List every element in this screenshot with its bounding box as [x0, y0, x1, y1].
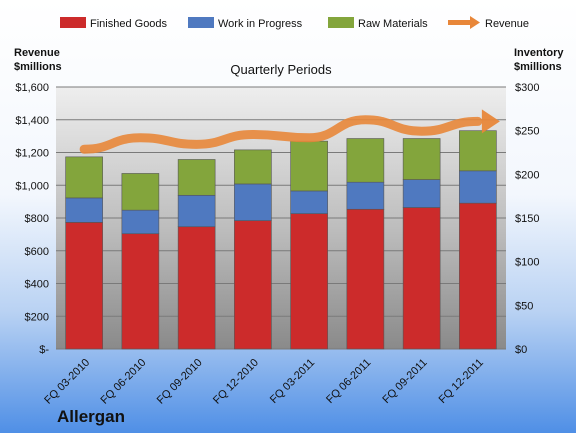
bar-work-in-progress — [234, 183, 272, 221]
right-axis-title-line2: $millions — [514, 61, 562, 73]
bar-finished-goods — [234, 220, 272, 350]
bar-finished-goods — [65, 222, 103, 350]
revenue-line-series — [79, 109, 500, 154]
legend-item-work-in-progress: Work in Progress — [188, 17, 303, 30]
x-tick-label: FQ 06-2011 — [324, 357, 373, 406]
legend-swatch-revenue-arrow — [448, 16, 480, 29]
left-tick-label: $200 — [25, 311, 49, 323]
x-tick-label: FQ 12-2010 — [211, 357, 261, 407]
right-tick-label: $0 — [515, 344, 527, 356]
bar-work-in-progress — [402, 179, 441, 208]
right-tick-label: $50 — [515, 300, 533, 312]
chart-title: Quarterly Periods — [230, 62, 332, 77]
x-tick-label: FQ 12-2011 — [437, 357, 486, 406]
right-tick-label: $200 — [515, 169, 539, 181]
legend-item-finished-goods: Finished Goods — [60, 17, 168, 30]
bar-raw-materials — [459, 130, 497, 172]
bar-work-in-progress — [177, 194, 216, 228]
x-tick-label: FQ 03-2010 — [42, 357, 92, 407]
revenue-arrowhead — [481, 109, 500, 134]
bar-raw-materials — [290, 140, 328, 192]
bar-work-in-progress — [346, 181, 385, 210]
legend-swatch-finished-goods — [60, 17, 86, 28]
bar-raw-materials — [65, 156, 103, 199]
revenue-line — [79, 115, 483, 154]
legend-item-raw-materials: Raw Materials — [328, 17, 428, 30]
left-tick-label: $800 — [25, 213, 49, 225]
bar-finished-goods — [459, 202, 497, 350]
right-tick-label: $150 — [515, 213, 539, 225]
left-tick-label: $- — [39, 344, 49, 356]
bar-raw-materials — [234, 149, 272, 185]
bar-finished-goods — [346, 208, 385, 350]
x-tick-label: FQ 09-2011 — [380, 357, 429, 406]
legend-label-work-in-progress: Work in Progress — [218, 18, 303, 30]
bar-work-in-progress — [121, 209, 160, 235]
bar-finished-goods — [290, 213, 328, 350]
x-tick-label: FQ 06-2010 — [99, 357, 149, 407]
right-tick-label: $300 — [515, 82, 539, 94]
legend-swatch-work-in-progress — [188, 17, 214, 28]
legend-swatch-raw-materials — [328, 17, 354, 28]
x-tick-label: FQ 09-2010 — [155, 357, 205, 407]
bar-work-in-progress — [459, 170, 497, 204]
bar-work-in-progress — [290, 190, 328, 214]
bar-work-in-progress — [65, 197, 103, 223]
legend-label-finished-goods: Finished Goods — [90, 18, 168, 30]
bar-raw-materials — [177, 159, 216, 196]
left-tick-label: $400 — [25, 279, 49, 291]
legend-label-raw-materials: Raw Materials — [358, 18, 428, 30]
left-tick-label: $1,600 — [15, 82, 49, 94]
right-axis-ticks: $0 $50 $100 $150 $200 $250 $300 — [515, 82, 539, 356]
legend: Finished Goods Work in Progress Raw Mate… — [60, 16, 529, 30]
left-axis-title-line1: Revenue — [14, 47, 60, 59]
x-tick-label: FQ 03-2011 — [268, 357, 317, 406]
left-axis-title-line2: $millions — [14, 61, 62, 73]
x-axis-ticks: FQ 03-2010 FQ 06-2010 FQ 09-2010 FQ 12-2010… — [42, 357, 486, 407]
legend-item-revenue: Revenue — [448, 16, 529, 30]
bar-series — [65, 130, 497, 350]
bar-raw-materials — [121, 173, 160, 211]
bar-finished-goods — [177, 226, 216, 350]
left-axis-ticks: $- $200 $400 $600 $800 $1,000 $1,200 $1,400 $1,6… — [15, 82, 49, 356]
left-tick-label: $1,400 — [15, 115, 49, 127]
left-tick-label: $1,200 — [15, 148, 49, 160]
bar-finished-goods — [402, 207, 441, 350]
left-tick-label: $600 — [25, 246, 49, 258]
left-tick-label: $1,000 — [15, 180, 49, 192]
bar-raw-materials — [402, 138, 441, 180]
legend-label-revenue: Revenue — [485, 18, 529, 30]
company-name: Allergan — [57, 407, 125, 426]
right-axis-title-line1: Inventory — [514, 47, 564, 59]
right-tick-label: $100 — [515, 257, 539, 269]
right-tick-label: $250 — [515, 126, 539, 138]
bar-raw-materials — [346, 138, 385, 183]
bar-finished-goods — [121, 233, 160, 350]
